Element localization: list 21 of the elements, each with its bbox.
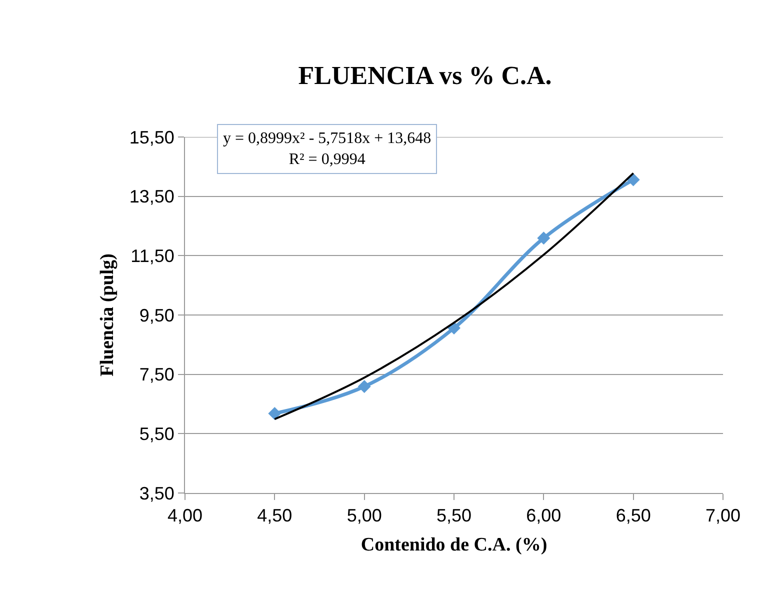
point [537, 232, 550, 245]
y-axis-title: Fluencia (pulg) [97, 254, 118, 376]
chart-title: FLUENCIA vs % C.A. [298, 60, 552, 90]
point [268, 406, 282, 420]
x-tick-label: 6,50 [616, 506, 651, 526]
annotation: y = 0,8999x² - 5,7518x + 13,648 R² = 0,9994 [223, 130, 432, 168]
y-tick-label: 3,50 [139, 483, 174, 504]
x-tick-label: 4,50 [257, 506, 292, 526]
x-tick-label: 6,00 [526, 506, 562, 526]
y-tick-label: 11,50 [130, 246, 174, 266]
y-tick-label: 15,50 [129, 127, 174, 148]
x-axis-title: Contenido de C.A. (%) [360, 534, 548, 556]
y-tick-label: 5,50 [139, 424, 174, 444]
y-tick-label: 7,50 [139, 364, 174, 385]
point [358, 380, 371, 393]
x-tick-label: 5,00 [346, 506, 382, 526]
x-tick-label: 5,50 [436, 506, 472, 526]
x-tick-label: 7,00 [705, 506, 741, 526]
x-tick-label: 4,00 [167, 506, 203, 526]
y-tick-label: 9,50 [139, 305, 174, 326]
y-tick-label: 13,50 [129, 186, 174, 207]
